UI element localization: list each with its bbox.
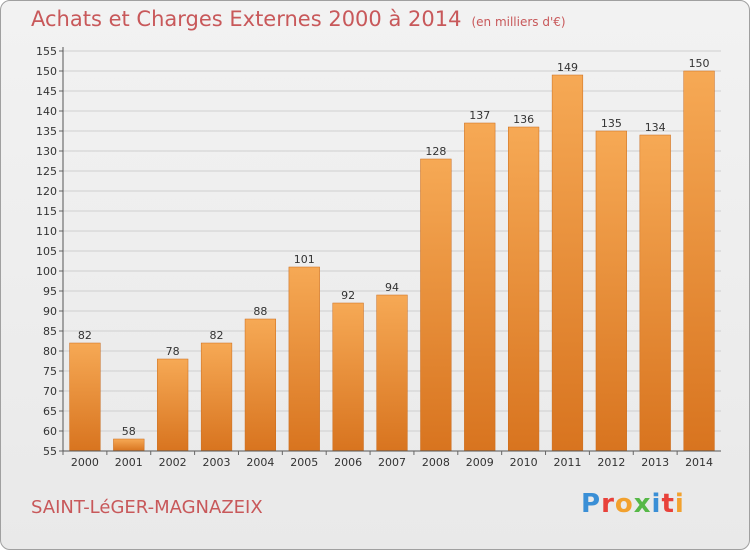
x-tick-label: 2006 bbox=[334, 456, 362, 469]
data-labels: 82 58 78 82 88 101 92 94 128 137 136 149 135 134 150 bbox=[78, 57, 710, 438]
y-tick-label: 140 bbox=[36, 105, 57, 118]
bar-2007 bbox=[376, 294, 408, 452]
y-tick-label: 130 bbox=[36, 145, 57, 158]
x-tick-label: 2007 bbox=[378, 456, 406, 469]
data-label-2005: 101 bbox=[294, 253, 315, 266]
bar-2004 bbox=[244, 318, 277, 452]
y-tick-label: 55 bbox=[43, 445, 57, 458]
data-label-2001: 58 bbox=[122, 425, 136, 438]
y-tick-label: 105 bbox=[36, 245, 57, 258]
data-label-2000: 82 bbox=[78, 329, 92, 342]
logo-letter: i bbox=[651, 489, 662, 519]
x-tick-label: 2001 bbox=[115, 456, 143, 469]
y-tick-label: 90 bbox=[43, 305, 57, 318]
data-label-2008: 128 bbox=[425, 145, 446, 158]
logo-letter: i bbox=[674, 489, 685, 519]
y-tick-label: 75 bbox=[43, 365, 57, 378]
y-tick-labels: 55 60 65 70 75 80 85 90 95 100 105 110 115 120 125 130 1… bbox=[36, 45, 57, 458]
y-tick-label: 155 bbox=[36, 45, 57, 58]
bar-2005 bbox=[288, 266, 320, 452]
bar-2008 bbox=[420, 158, 452, 452]
y-tick-label: 145 bbox=[36, 85, 57, 98]
data-label-2013: 134 bbox=[645, 121, 666, 134]
x-tick-label: 2011 bbox=[553, 456, 581, 469]
x-tick-label: 2013 bbox=[641, 456, 669, 469]
y-tick-label: 120 bbox=[36, 185, 57, 198]
bar-2003 bbox=[200, 342, 233, 452]
bar-2014 bbox=[683, 70, 715, 452]
data-label-2010: 136 bbox=[513, 113, 534, 126]
data-label-2006: 92 bbox=[341, 289, 355, 302]
bar-2000 bbox=[69, 342, 101, 452]
y-tick-label: 85 bbox=[43, 325, 57, 338]
y-tick-label: 60 bbox=[43, 425, 57, 438]
data-label-2012: 135 bbox=[601, 117, 622, 130]
bar-2010 bbox=[507, 126, 540, 452]
y-tick-label: 135 bbox=[36, 125, 57, 138]
logo-letter: x bbox=[633, 489, 652, 519]
bars bbox=[69, 70, 715, 452]
bar-2009 bbox=[464, 122, 496, 452]
chart-subtitle: (en milliers d'€) bbox=[471, 15, 566, 29]
data-label-2014: 150 bbox=[689, 57, 710, 70]
bar-2002 bbox=[157, 358, 189, 452]
x-tick-label: 2014 bbox=[685, 456, 713, 469]
data-label-2003: 82 bbox=[210, 329, 224, 342]
x-tick-label: 2002 bbox=[159, 456, 187, 469]
y-tick-label: 115 bbox=[36, 205, 57, 218]
data-label-2002: 78 bbox=[166, 345, 180, 358]
chart-title: Achats et Charges Externes 2000 à 2014 (e… bbox=[31, 7, 566, 31]
y-tick-label: 125 bbox=[36, 165, 57, 178]
x-tick-label: 2009 bbox=[466, 456, 494, 469]
logo-letter: P bbox=[581, 489, 602, 519]
logo-letter: r bbox=[601, 489, 615, 519]
y-tick-label: 100 bbox=[36, 265, 57, 278]
x-tick-label: 2005 bbox=[290, 456, 318, 469]
bar-2001 bbox=[113, 438, 145, 452]
x-tick-label: 2004 bbox=[246, 456, 274, 469]
logo-letter: t bbox=[661, 489, 675, 519]
x-tick-label: 2003 bbox=[203, 456, 231, 469]
town-name: SAINT-LéGER-MAGNAZEIX bbox=[31, 497, 263, 518]
bar-2013 bbox=[639, 134, 671, 452]
x-tick-label: 2012 bbox=[597, 456, 625, 469]
logo-letter: o bbox=[614, 489, 634, 519]
y-tick-label: 80 bbox=[43, 345, 57, 358]
data-label-2009: 137 bbox=[469, 109, 490, 122]
axes bbox=[62, 47, 721, 452]
chart-title-text: Achats et Charges Externes 2000 à 2014 bbox=[31, 7, 462, 31]
data-label-2007: 94 bbox=[385, 281, 399, 294]
data-label-2004: 88 bbox=[253, 305, 267, 318]
x-tick-label: 2008 bbox=[422, 456, 450, 469]
y-tick-label: 95 bbox=[43, 285, 57, 298]
x-tick-labels: 2000 2001 2002 2003 2004 2005 2006 2007 2008 2009… bbox=[62, 451, 713, 469]
y-tick-label: 65 bbox=[43, 405, 57, 418]
proxiti-logo: Proxiti bbox=[581, 489, 685, 519]
data-label-2011: 149 bbox=[557, 61, 578, 74]
y-tick-label: 110 bbox=[36, 225, 57, 238]
bar-2012 bbox=[595, 130, 627, 452]
y-tick-label: 70 bbox=[43, 385, 57, 398]
bar-2011 bbox=[551, 74, 584, 452]
bar-2006 bbox=[332, 302, 364, 452]
x-tick-label: 2000 bbox=[71, 456, 99, 469]
x-tick-label: 2010 bbox=[510, 456, 538, 469]
y-tick-label: 150 bbox=[36, 65, 57, 78]
